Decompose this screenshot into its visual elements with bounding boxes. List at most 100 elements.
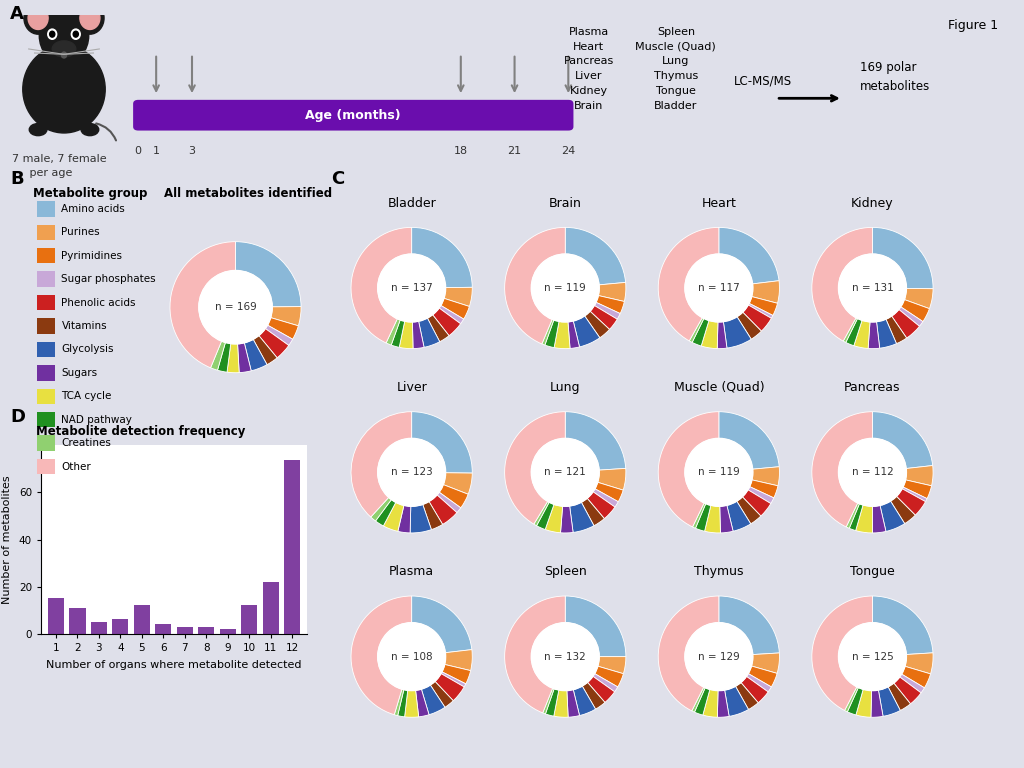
Text: Figure 1: Figure 1 bbox=[948, 19, 998, 32]
Wedge shape bbox=[554, 690, 568, 717]
Wedge shape bbox=[227, 343, 240, 372]
Text: n = 131: n = 131 bbox=[852, 283, 893, 293]
Wedge shape bbox=[545, 320, 559, 348]
Circle shape bbox=[199, 270, 272, 344]
Wedge shape bbox=[391, 320, 404, 347]
Wedge shape bbox=[565, 412, 626, 470]
Circle shape bbox=[839, 439, 906, 506]
Wedge shape bbox=[410, 505, 431, 533]
Wedge shape bbox=[737, 312, 762, 339]
Wedge shape bbox=[736, 497, 761, 524]
Text: n = 123: n = 123 bbox=[391, 467, 432, 478]
Wedge shape bbox=[871, 690, 883, 717]
Bar bbox=[91, 622, 106, 634]
Wedge shape bbox=[435, 674, 464, 700]
Wedge shape bbox=[238, 343, 251, 372]
Wedge shape bbox=[880, 501, 904, 531]
Bar bbox=[70, 607, 86, 634]
Wedge shape bbox=[718, 690, 729, 717]
Wedge shape bbox=[905, 465, 933, 486]
Wedge shape bbox=[694, 687, 710, 715]
Text: n = 132: n = 132 bbox=[545, 651, 586, 662]
Title: Lung: Lung bbox=[550, 381, 581, 394]
Wedge shape bbox=[877, 319, 896, 348]
Wedge shape bbox=[595, 482, 624, 502]
Circle shape bbox=[61, 52, 67, 58]
Wedge shape bbox=[899, 307, 923, 326]
Wedge shape bbox=[742, 490, 771, 516]
Circle shape bbox=[72, 29, 80, 39]
Wedge shape bbox=[749, 303, 773, 318]
Circle shape bbox=[378, 439, 445, 506]
Circle shape bbox=[73, 31, 79, 37]
Wedge shape bbox=[900, 674, 925, 693]
Text: n = 119: n = 119 bbox=[698, 467, 739, 478]
Wedge shape bbox=[879, 687, 900, 717]
Text: Sugars: Sugars bbox=[61, 368, 97, 378]
Wedge shape bbox=[423, 502, 442, 530]
Text: Amino acids: Amino acids bbox=[61, 204, 125, 214]
Wedge shape bbox=[427, 315, 450, 342]
Wedge shape bbox=[812, 412, 872, 527]
Text: Metabolite group: Metabolite group bbox=[33, 187, 147, 200]
Wedge shape bbox=[588, 677, 614, 703]
Wedge shape bbox=[658, 596, 719, 711]
Wedge shape bbox=[892, 310, 920, 338]
Text: 1: 1 bbox=[153, 146, 160, 156]
Wedge shape bbox=[542, 319, 554, 345]
Text: 24: 24 bbox=[561, 146, 575, 156]
Wedge shape bbox=[594, 303, 621, 319]
Text: n = 121: n = 121 bbox=[545, 467, 586, 478]
Text: 7 male, 7 female
     per age: 7 male, 7 female per age bbox=[12, 154, 106, 177]
Ellipse shape bbox=[23, 45, 105, 133]
Wedge shape bbox=[412, 412, 472, 473]
Title: Brain: Brain bbox=[549, 197, 582, 210]
Circle shape bbox=[76, 2, 104, 35]
Wedge shape bbox=[441, 672, 466, 687]
Text: Creatines: Creatines bbox=[61, 438, 112, 449]
Y-axis label: Number of metabolites: Number of metabolites bbox=[2, 475, 12, 604]
Text: n = 117: n = 117 bbox=[698, 283, 739, 293]
Circle shape bbox=[685, 623, 753, 690]
Wedge shape bbox=[397, 690, 408, 717]
Title: Heart: Heart bbox=[701, 197, 736, 210]
Text: Plasma
Heart
Pancreas
Liver
Kidney
Brain: Plasma Heart Pancreas Liver Kidney Brain bbox=[563, 27, 614, 111]
Wedge shape bbox=[888, 683, 910, 710]
Text: n = 137: n = 137 bbox=[391, 283, 432, 293]
Wedge shape bbox=[236, 242, 301, 307]
Circle shape bbox=[685, 254, 753, 322]
Wedge shape bbox=[847, 687, 863, 715]
Wedge shape bbox=[412, 227, 472, 287]
Wedge shape bbox=[170, 242, 236, 368]
Wedge shape bbox=[720, 505, 733, 533]
Text: 21: 21 bbox=[508, 146, 521, 156]
Text: Purines: Purines bbox=[61, 227, 100, 237]
Wedge shape bbox=[439, 306, 464, 324]
Wedge shape bbox=[543, 688, 554, 714]
Wedge shape bbox=[896, 488, 926, 515]
Circle shape bbox=[24, 2, 52, 35]
Wedge shape bbox=[567, 690, 580, 717]
Wedge shape bbox=[717, 322, 727, 349]
Wedge shape bbox=[437, 492, 461, 513]
Wedge shape bbox=[505, 412, 565, 524]
Wedge shape bbox=[404, 690, 419, 717]
Text: 0: 0 bbox=[135, 146, 141, 156]
Circle shape bbox=[531, 623, 599, 690]
Wedge shape bbox=[903, 480, 932, 498]
X-axis label: Number of organs where metabolite detected: Number of organs where metabolite detect… bbox=[46, 660, 302, 670]
Wedge shape bbox=[565, 227, 626, 285]
Wedge shape bbox=[748, 487, 774, 504]
Text: Metabolite detection frequency: Metabolite detection frequency bbox=[36, 425, 245, 438]
Bar bbox=[48, 598, 65, 634]
Wedge shape bbox=[351, 227, 412, 343]
Wedge shape bbox=[398, 505, 411, 533]
Text: n = 129: n = 129 bbox=[698, 651, 739, 662]
Wedge shape bbox=[868, 322, 880, 349]
Circle shape bbox=[49, 31, 55, 37]
Wedge shape bbox=[419, 318, 439, 347]
Bar bbox=[284, 459, 300, 634]
Wedge shape bbox=[727, 502, 751, 531]
Text: C: C bbox=[331, 170, 344, 188]
Text: TCA cycle: TCA cycle bbox=[61, 391, 112, 402]
